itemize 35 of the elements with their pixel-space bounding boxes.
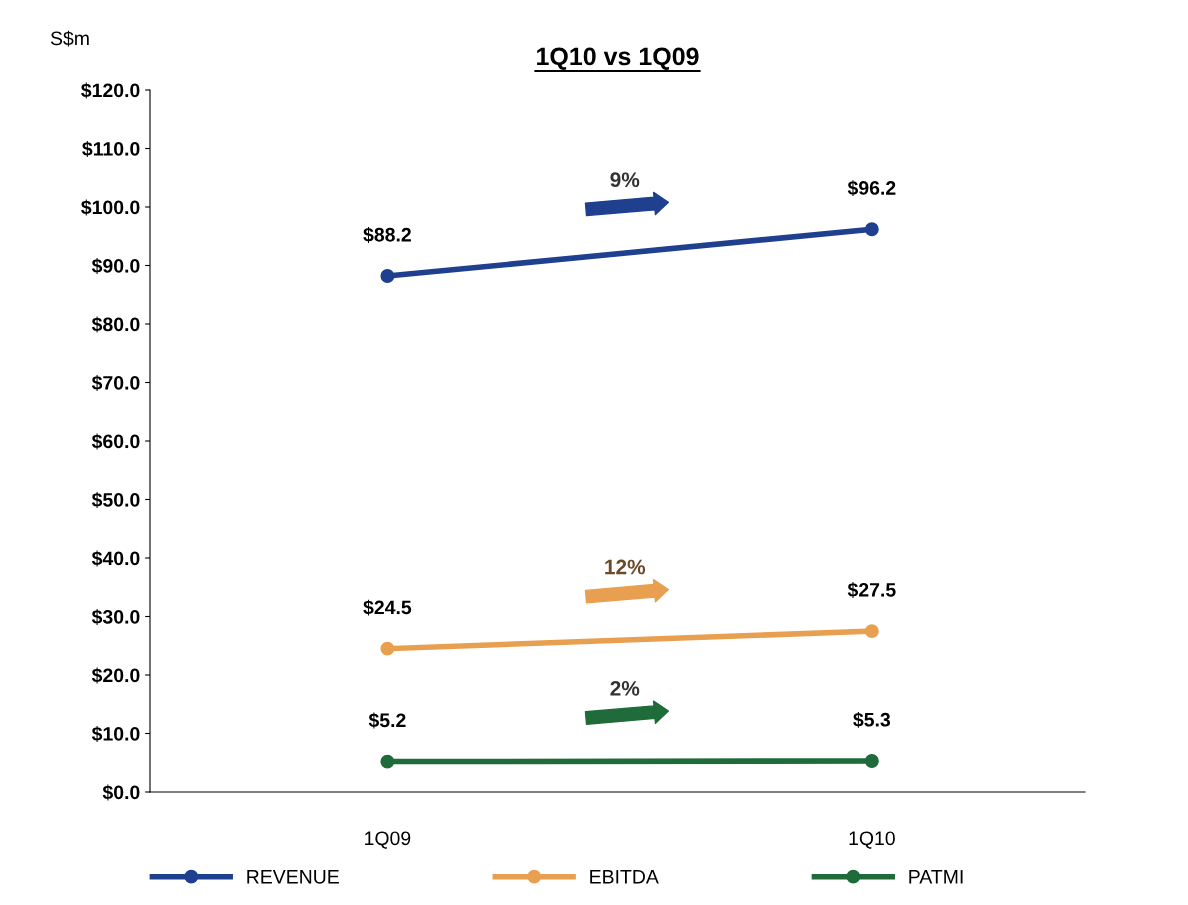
y-tick-label: $60.0 [91,433,140,450]
legend-label: REVENUE [247,870,339,884]
y-tick-label: $50.0 [91,492,140,508]
data-label: $88.2 [363,227,411,243]
data-label: $96.2 [847,180,896,197]
legend-label: PATMI [909,870,963,884]
point [380,641,395,656]
chart-title: 1Q10 vs 1Q09 [537,47,699,70]
y-tick-label: $40.0 [91,550,140,567]
y-tick-label: $20.0 [91,667,140,684]
y-axis-title: S$m [50,30,89,47]
x-tick-label: 1Q09 [365,831,411,849]
y-tick-label: $70.0 [91,375,140,391]
legend-label: EBITDA [590,870,659,884]
annotation: 9% [610,172,640,188]
y-tick-label: $0.0 [102,784,140,801]
annotation: 2% [610,680,640,696]
data-label: $5.2 [368,712,406,729]
point [380,754,395,769]
data-label: $5.3 [853,711,891,728]
point [864,222,879,237]
point [380,269,395,283]
y-tick-label: $30.0 [91,609,140,625]
data-label: $27.5 [847,582,896,598]
annotation: 12% [605,559,646,575]
y-tick-label: $120.0 [81,82,140,99]
y-tick-label: $80.0 [91,316,140,333]
x-tick-label: 1Q10 [849,831,895,849]
y-tick-label: $100.0 [81,199,140,216]
point [864,754,879,768]
point [864,624,879,639]
data-label: $24.5 [363,599,412,616]
y-tick-label: $90.0 [91,258,140,274]
y-tick-label: $10.0 [91,726,140,742]
y-tick-label: $110.0 [82,141,140,157]
